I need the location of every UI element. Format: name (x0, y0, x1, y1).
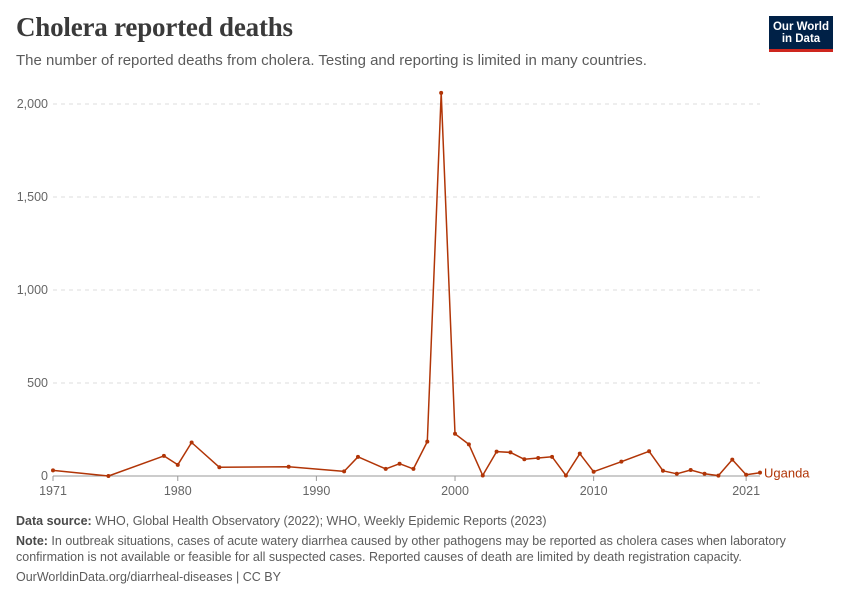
data-point[interactable] (466, 442, 471, 447)
data-source-text: WHO, Global Health Observatory (2022); W… (91, 514, 547, 528)
y-tick-label: 1,500 (17, 190, 48, 204)
data-point[interactable] (217, 465, 222, 470)
chart-note: Note: In outbreak situations, cases of a… (16, 533, 816, 565)
x-tick-label: 1980 (164, 484, 192, 498)
y-tick-label: 1,000 (17, 283, 48, 297)
data-point[interactable] (619, 459, 624, 464)
x-tick-label: 2010 (580, 484, 608, 498)
data-source-label: Data source: (16, 514, 92, 528)
chart-subtitle: The number of reported deaths from chole… (16, 52, 647, 69)
data-point[interactable] (702, 471, 707, 476)
data-point[interactable] (383, 466, 388, 471)
data-point[interactable] (744, 472, 749, 477)
data-point[interactable] (106, 474, 111, 478)
x-tick-label: 1971 (39, 484, 67, 498)
data-point[interactable] (175, 462, 180, 467)
data-point[interactable] (439, 90, 444, 95)
owid-logo[interactable]: Our World in Data (769, 16, 833, 52)
y-tick-label: 0 (41, 469, 48, 483)
data-point[interactable] (536, 455, 541, 460)
data-point[interactable] (508, 450, 513, 455)
data-point[interactable] (397, 461, 402, 466)
data-point[interactable] (189, 440, 194, 445)
data-point[interactable] (453, 431, 458, 436)
data-point[interactable] (522, 457, 527, 462)
series-line-uganda[interactable] (52, 92, 761, 477)
source-url-link[interactable]: OurWorldinData.org/diarrheal-diseases | … (16, 570, 281, 584)
data-point[interactable] (647, 449, 652, 454)
data-point[interactable] (161, 453, 166, 458)
data-source: Data source: WHO, Global Health Observat… (16, 513, 816, 529)
data-point[interactable] (550, 454, 555, 459)
data-point[interactable] (480, 473, 485, 478)
data-point[interactable] (563, 473, 568, 478)
chart-title: Cholera reported deaths (16, 12, 293, 42)
y-tick-label: 2,000 (17, 97, 48, 111)
y-tick-label: 500 (27, 376, 48, 390)
note-text: In outbreak situations, cases of acute w… (16, 534, 786, 564)
x-tick-label: 1990 (302, 484, 330, 498)
data-point[interactable] (494, 449, 499, 454)
data-point[interactable] (758, 470, 762, 475)
data-point[interactable] (730, 457, 735, 462)
x-tick-label: 2000 (441, 484, 469, 498)
logo-line-2: in Data (781, 33, 821, 45)
data-point[interactable] (660, 468, 665, 473)
series-label-uganda[interactable]: Uganda (764, 466, 810, 481)
note-label: Note: (16, 534, 48, 548)
data-point[interactable] (51, 468, 55, 473)
data-point[interactable] (355, 454, 360, 459)
x-tick-label: 2021 (732, 484, 760, 498)
data-point[interactable] (411, 466, 416, 471)
logo-line-1: Our World (772, 21, 829, 33)
data-point[interactable] (577, 451, 582, 456)
data-point[interactable] (688, 468, 693, 473)
data-point[interactable] (342, 469, 347, 474)
data-point[interactable] (425, 439, 430, 444)
data-point[interactable] (591, 469, 596, 474)
line-chart: 0 500 1,000 1,500 2,000 1971 1980 1990 2000 2010 2… (17, 90, 810, 498)
data-point[interactable] (674, 471, 679, 476)
data-point[interactable] (716, 473, 721, 478)
data-point[interactable] (286, 464, 291, 469)
